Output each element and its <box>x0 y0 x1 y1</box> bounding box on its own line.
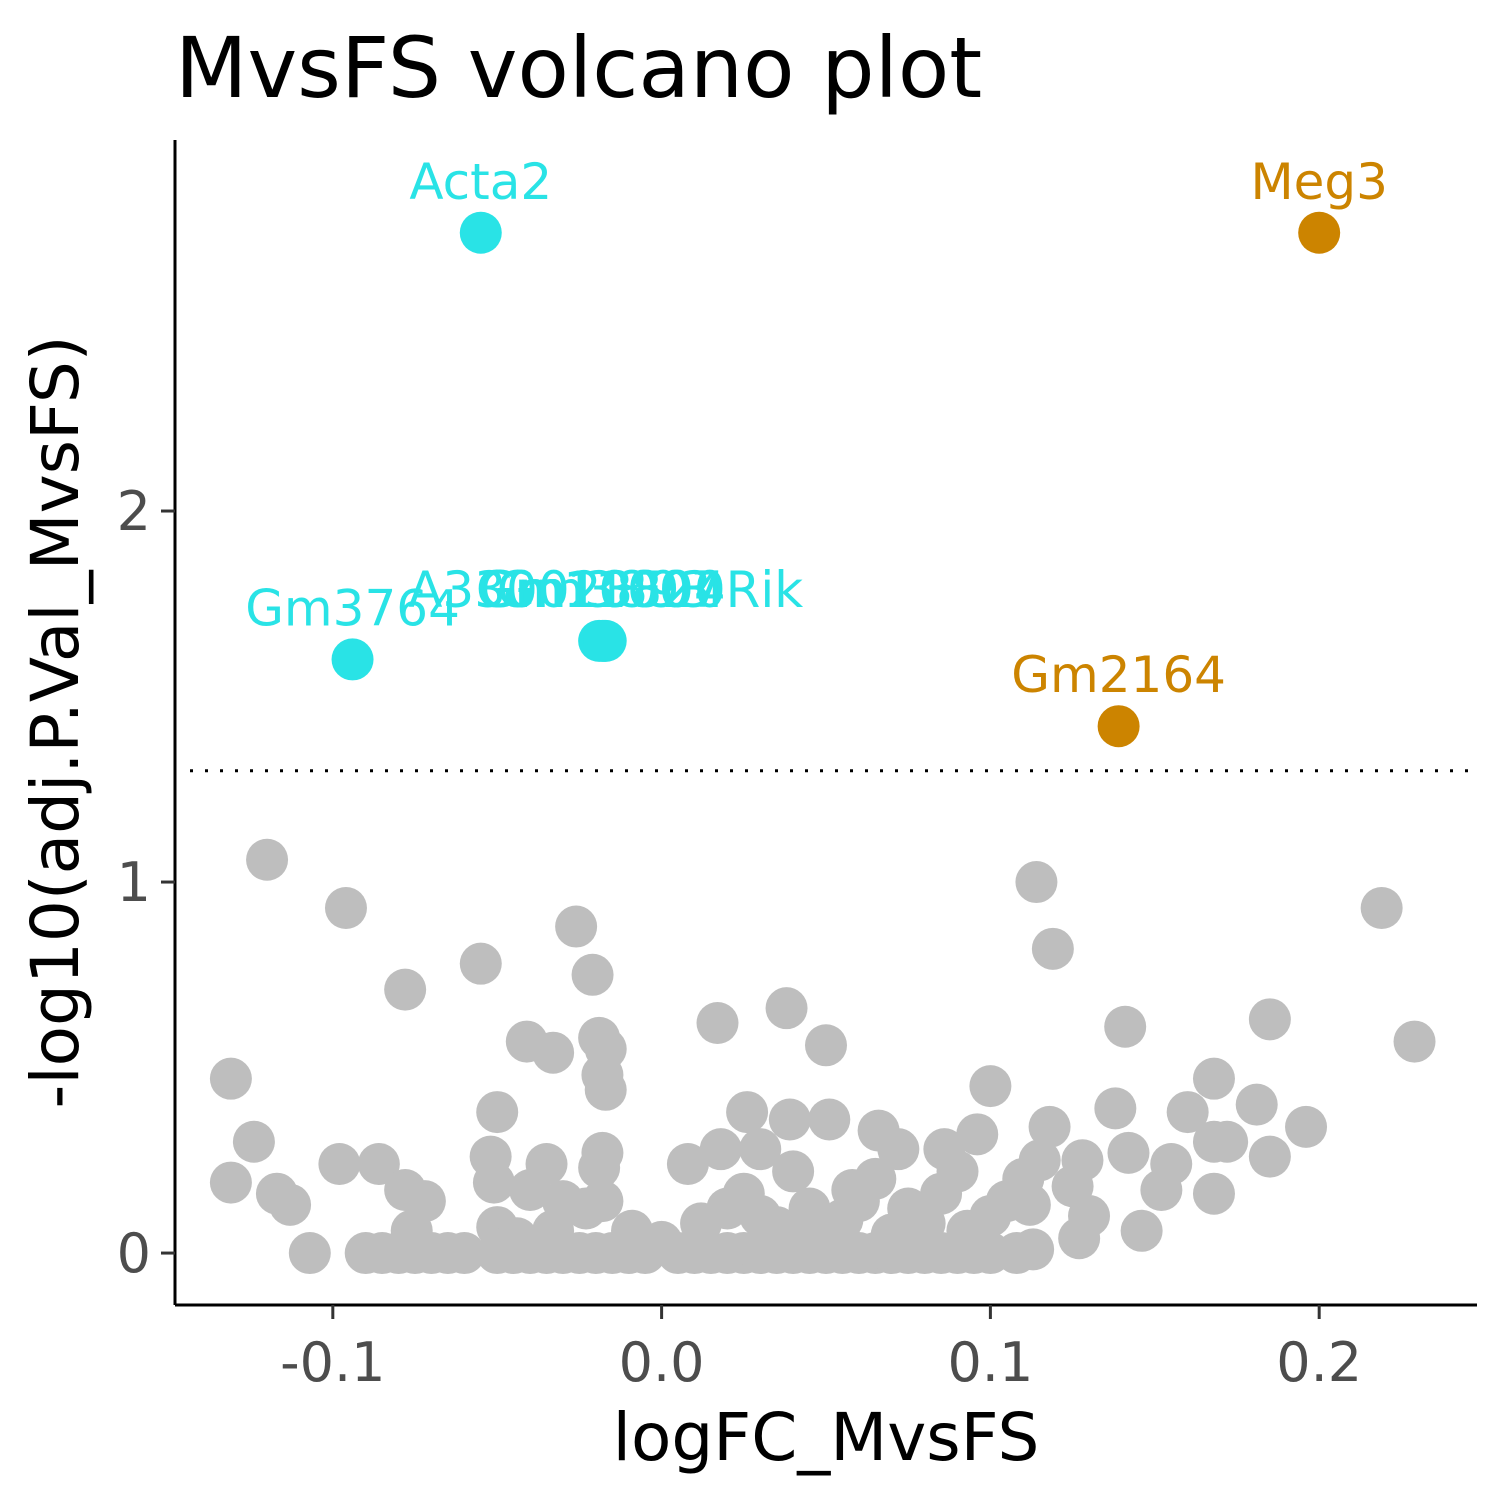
data-point-ns <box>318 1143 361 1186</box>
data-point-ns <box>384 968 427 1011</box>
data-point-ns <box>739 1128 782 1171</box>
data-point-ns <box>1107 1131 1150 1174</box>
data-point-ns <box>1248 998 1291 1041</box>
y-axis-ticks: 0 1 2 <box>117 480 175 1285</box>
data-point-ns <box>696 1002 739 1045</box>
data-point-ns <box>1094 1087 1137 1130</box>
data-point-ns <box>666 1143 709 1186</box>
gene-label-a330023f24rik: A330023F24Rik <box>408 561 803 619</box>
data-point-ns <box>808 1098 851 1141</box>
data-point-ns <box>288 1232 331 1275</box>
data-point-ns <box>269 1183 312 1226</box>
data-point-ns <box>956 1113 999 1156</box>
data-point-ns <box>564 1187 607 1230</box>
data-point-ns <box>571 953 614 996</box>
data-point-ns <box>722 1172 765 1215</box>
data-point-ns <box>476 1091 519 1134</box>
data-point-gm2164 <box>1097 705 1140 748</box>
x-tick-label: 0.2 <box>1276 1331 1362 1394</box>
data-point-ns <box>472 1161 515 1204</box>
data-point-ns <box>1104 1005 1147 1048</box>
data-point-ns <box>1285 1105 1328 1148</box>
data-point-meg3 <box>1298 211 1341 254</box>
data-point-ns <box>1393 1020 1436 1063</box>
gene-label-acta2: Acta2 <box>409 153 552 211</box>
data-point-ns <box>1192 1057 1235 1100</box>
gene-label-meg3: Meg3 <box>1250 153 1387 211</box>
data-point-ns <box>1248 1135 1291 1178</box>
y-axis-title: -log10(adj.P.Val_MvsFS) <box>17 336 94 1109</box>
data-point-ns <box>246 838 289 881</box>
gene-labels: Acta2 Meg3 Gm3764A330023F24RikGm10800Gm110… <box>245 153 1388 704</box>
data-point-ns <box>680 1202 723 1245</box>
data-point-ns <box>1012 1228 1055 1271</box>
data-point-ns <box>357 1143 400 1186</box>
data-point-ns <box>209 1057 252 1100</box>
gene-label-gm2164: Gm2164 <box>1011 646 1226 704</box>
y-tick-label: 1 <box>117 851 151 914</box>
data-point-ns <box>1068 1194 1111 1237</box>
gene-label-gm3764: Gm3764 <box>245 579 460 637</box>
data-point-ns <box>1031 927 1074 970</box>
data-point-ns <box>578 1146 621 1189</box>
chart-title: MvsFS volcano plot <box>175 19 982 117</box>
data-point-ns <box>969 1194 1012 1237</box>
data-point-acta2 <box>459 211 502 254</box>
data-point-ns <box>726 1091 769 1134</box>
data-point-ns <box>1120 1209 1163 1252</box>
data-point-ns <box>532 1031 575 1074</box>
data-point-ns <box>1166 1091 1209 1134</box>
data-point-ns <box>1206 1120 1249 1163</box>
gene-label-gm3893: Gm3893 <box>497 561 712 619</box>
data-point-ns <box>1360 887 1403 930</box>
data-point-ns <box>768 1098 811 1141</box>
data-point-ns <box>755 1206 798 1249</box>
data-point-ns <box>525 1143 568 1186</box>
data-point-ns <box>1002 1157 1045 1200</box>
data-point-gm3893 <box>583 619 626 662</box>
background-points <box>209 838 1436 1275</box>
data-point-ns <box>936 1150 979 1193</box>
data-point-ns <box>584 1068 627 1111</box>
x-axis-title: logFC_MvsFS <box>613 1399 1040 1476</box>
data-point-ns <box>459 942 502 985</box>
data-point-ns <box>1192 1172 1235 1215</box>
data-point-ns <box>854 1157 897 1200</box>
y-tick-label: 2 <box>117 480 151 543</box>
x-tick-label: 0.0 <box>619 1331 705 1394</box>
gene-label-gm11007: Gm11007 <box>476 561 723 619</box>
data-point-ns <box>555 905 598 948</box>
x-axis-ticks: -0.1 0.0 0.1 0.2 <box>280 1305 1362 1394</box>
data-point-ns <box>1028 1105 1071 1148</box>
data-point-ns <box>805 1024 847 1067</box>
data-point-ns <box>1140 1168 1183 1211</box>
gene-label-gm10800: Gm10800 <box>479 561 726 619</box>
data-point-ns <box>699 1128 742 1171</box>
data-point-ns <box>1235 1083 1278 1126</box>
data-point-ns <box>903 1202 946 1245</box>
x-tick-label: 0.1 <box>947 1331 1033 1394</box>
data-point-ns <box>821 1198 864 1241</box>
data-point-ns <box>209 1161 252 1204</box>
data-point-ns <box>969 1065 1012 1108</box>
y-tick-label: 0 <box>117 1222 151 1285</box>
data-point-ns <box>443 1232 486 1275</box>
data-point-ns <box>765 987 808 1030</box>
data-point-gm3764 <box>331 638 374 681</box>
data-point-ns <box>232 1120 275 1163</box>
data-point-ns <box>877 1128 920 1171</box>
data-point-ns <box>1015 861 1058 904</box>
data-point-ns <box>772 1150 815 1193</box>
data-point-ns <box>624 1232 667 1275</box>
significant-points <box>331 211 1341 748</box>
data-point-ns <box>324 887 367 930</box>
x-tick-label: -0.1 <box>280 1331 385 1394</box>
